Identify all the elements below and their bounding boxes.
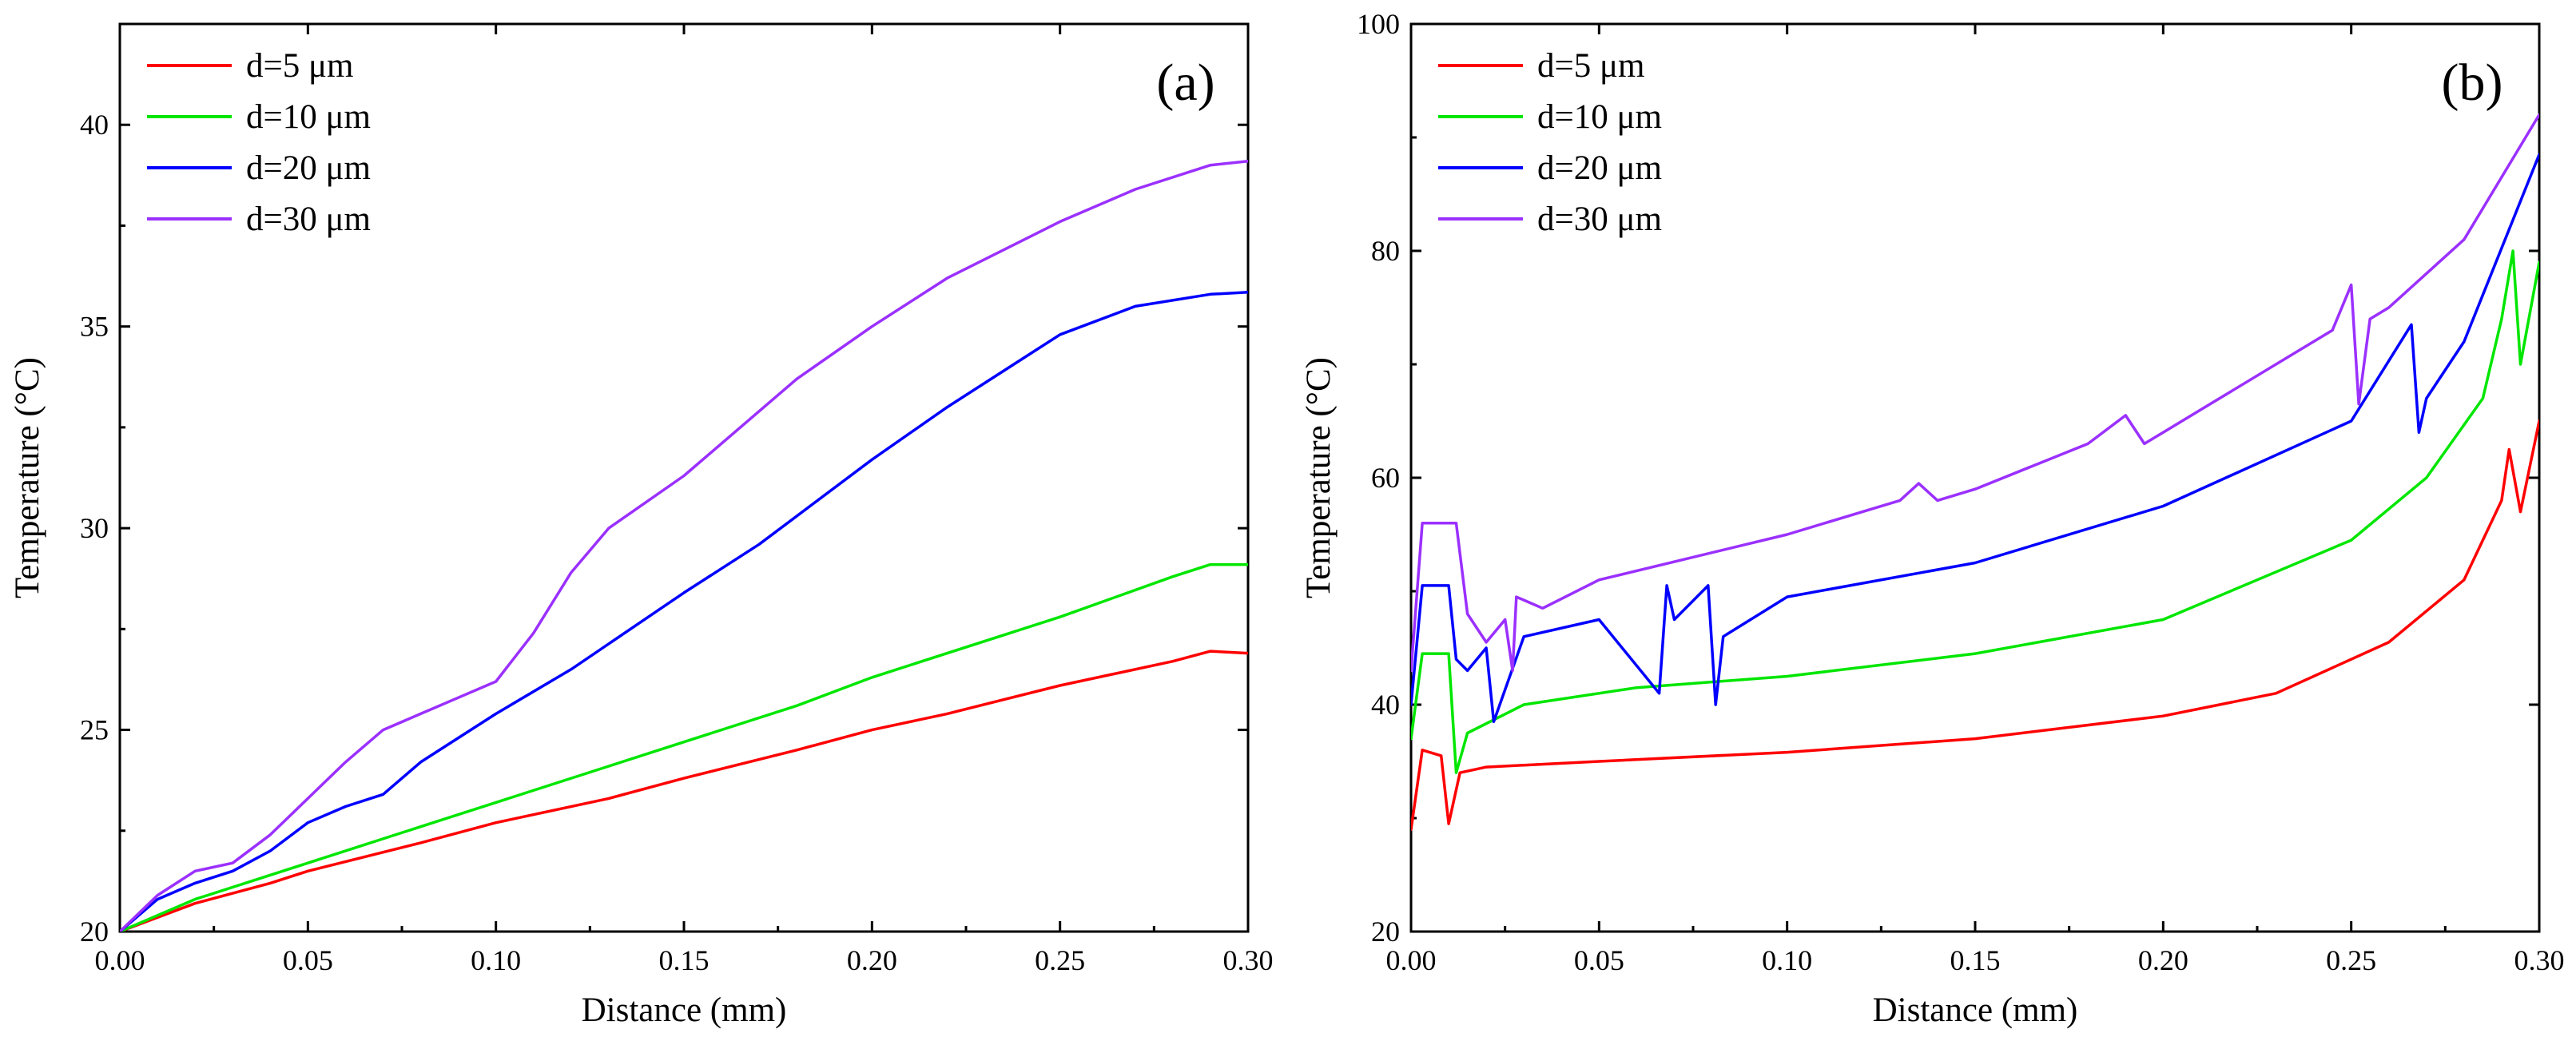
y-tick-label: 25	[80, 714, 109, 746]
x-tick-label: 0.10	[471, 944, 521, 976]
x-tick-label: 0.05	[283, 944, 333, 976]
panel-label: (b)	[2442, 54, 2503, 112]
y-tick-label: 60	[1371, 462, 1400, 494]
y-tick-label: 40	[1371, 689, 1400, 721]
x-tick-label: 0.30	[2514, 944, 2565, 976]
x-tick-label: 0.15	[659, 944, 710, 976]
x-tick-label: 0.25	[1035, 944, 1085, 976]
series-line-30um	[120, 159, 1248, 932]
legend-label: d=20 μm	[246, 149, 371, 187]
y-tick-label: 30	[80, 512, 109, 544]
chart-panel-b: 0.00 0.05 0.10 0.15 0.20 0.25 0.30 20 40 60 80 100 D…	[1300, 8, 2565, 1029]
y-tick-label: 80	[1371, 235, 1400, 267]
x-tick-label: 0.20	[2138, 944, 2188, 976]
x-tick-label: 0.10	[1762, 944, 1812, 976]
series-line-30um	[1411, 113, 2539, 673]
y-tick-label: 20	[80, 916, 109, 948]
legend-label: d=5 μm	[246, 47, 354, 85]
x-tick-label: 0.20	[847, 944, 897, 976]
legend-label: d=20 μm	[1537, 149, 1662, 187]
x-tick-label: 0.00	[95, 944, 145, 976]
legend-label: d=30 μm	[1537, 201, 1662, 238]
chart-panel-a: 0.00 0.05 0.10 0.15 0.20 0.25 0.30 20 25 30 35 40 Di…	[9, 22, 1274, 1029]
series-line-10um	[1411, 249, 2539, 774]
y-tick-label: 20	[1371, 916, 1400, 948]
y-tick-label: 35	[80, 311, 109, 343]
x-axis-label: Distance (mm)	[1873, 991, 2078, 1029]
panel-label: (a)	[1156, 54, 1214, 112]
series-line-10um	[120, 562, 1248, 932]
x-tick-label: 0.00	[1386, 944, 1437, 976]
x-tick-label: 0.30	[1223, 944, 1274, 976]
series-line-20um	[120, 291, 1248, 932]
series-line-5um	[1411, 419, 2539, 831]
x-tick-label: 0.25	[2326, 944, 2376, 976]
y-axis-label: Temperature (°C)	[9, 357, 46, 598]
legend-label: d=5 μm	[1537, 47, 1645, 85]
x-tick-label: 0.15	[1950, 944, 2001, 976]
x-axis-label: Distance (mm)	[582, 991, 787, 1029]
y-axis-label: Temperature (°C)	[1300, 357, 1338, 598]
legend-label: d=30 μm	[246, 201, 371, 238]
legend-label: d=10 μm	[246, 98, 371, 136]
series-line-5um	[120, 650, 1248, 932]
y-tick-label: 100	[1357, 8, 1400, 40]
y-tick-label: 40	[80, 109, 109, 141]
series-line-20um	[1411, 153, 2539, 724]
legend-label: d=10 μm	[1537, 98, 1662, 136]
x-tick-label: 0.05	[1574, 944, 1624, 976]
